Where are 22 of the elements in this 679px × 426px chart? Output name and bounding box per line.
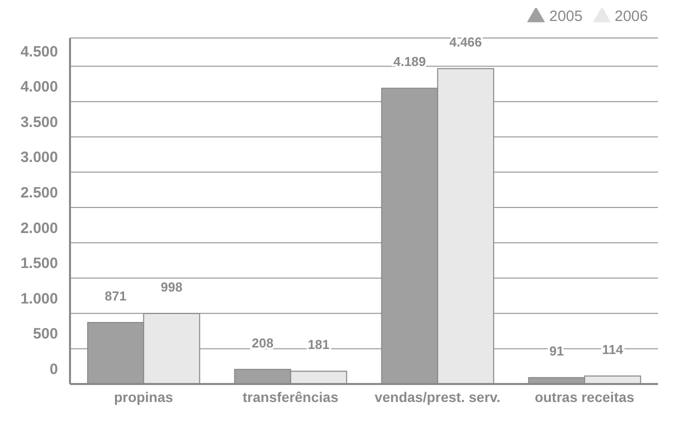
y-tick-label: 1.500	[20, 255, 58, 272]
y-tick-label: 4.500	[20, 43, 58, 60]
data-label: 208	[252, 335, 274, 350]
data-label: 4.189	[393, 54, 426, 70]
legend-label: 2005	[549, 8, 583, 25]
x-tick-label: vendas/prest. serv.	[374, 388, 500, 405]
y-tick-label: 3.000	[20, 149, 58, 166]
data-label: 4.466	[449, 34, 482, 50]
legend-label: 2006	[614, 8, 648, 25]
y-tick-label: 0	[50, 361, 58, 378]
data-label: 871	[104, 288, 126, 304]
y-tick-label: 2.500	[20, 184, 58, 202]
y-tick-label: 4.000	[20, 78, 58, 96]
y-tick-label: 3.500	[20, 114, 58, 131]
y-tick-label: 2.000	[20, 220, 58, 237]
y-tick-label: 1.000	[20, 290, 58, 308]
data-label: 181	[308, 337, 330, 352]
y-tick-label: 500	[32, 326, 58, 343]
x-tick-label: propinas	[114, 388, 174, 405]
data-label: 998	[160, 280, 182, 295]
x-tick-label: outras receitas	[534, 388, 635, 405]
x-tick-label: transferências	[242, 388, 339, 405]
